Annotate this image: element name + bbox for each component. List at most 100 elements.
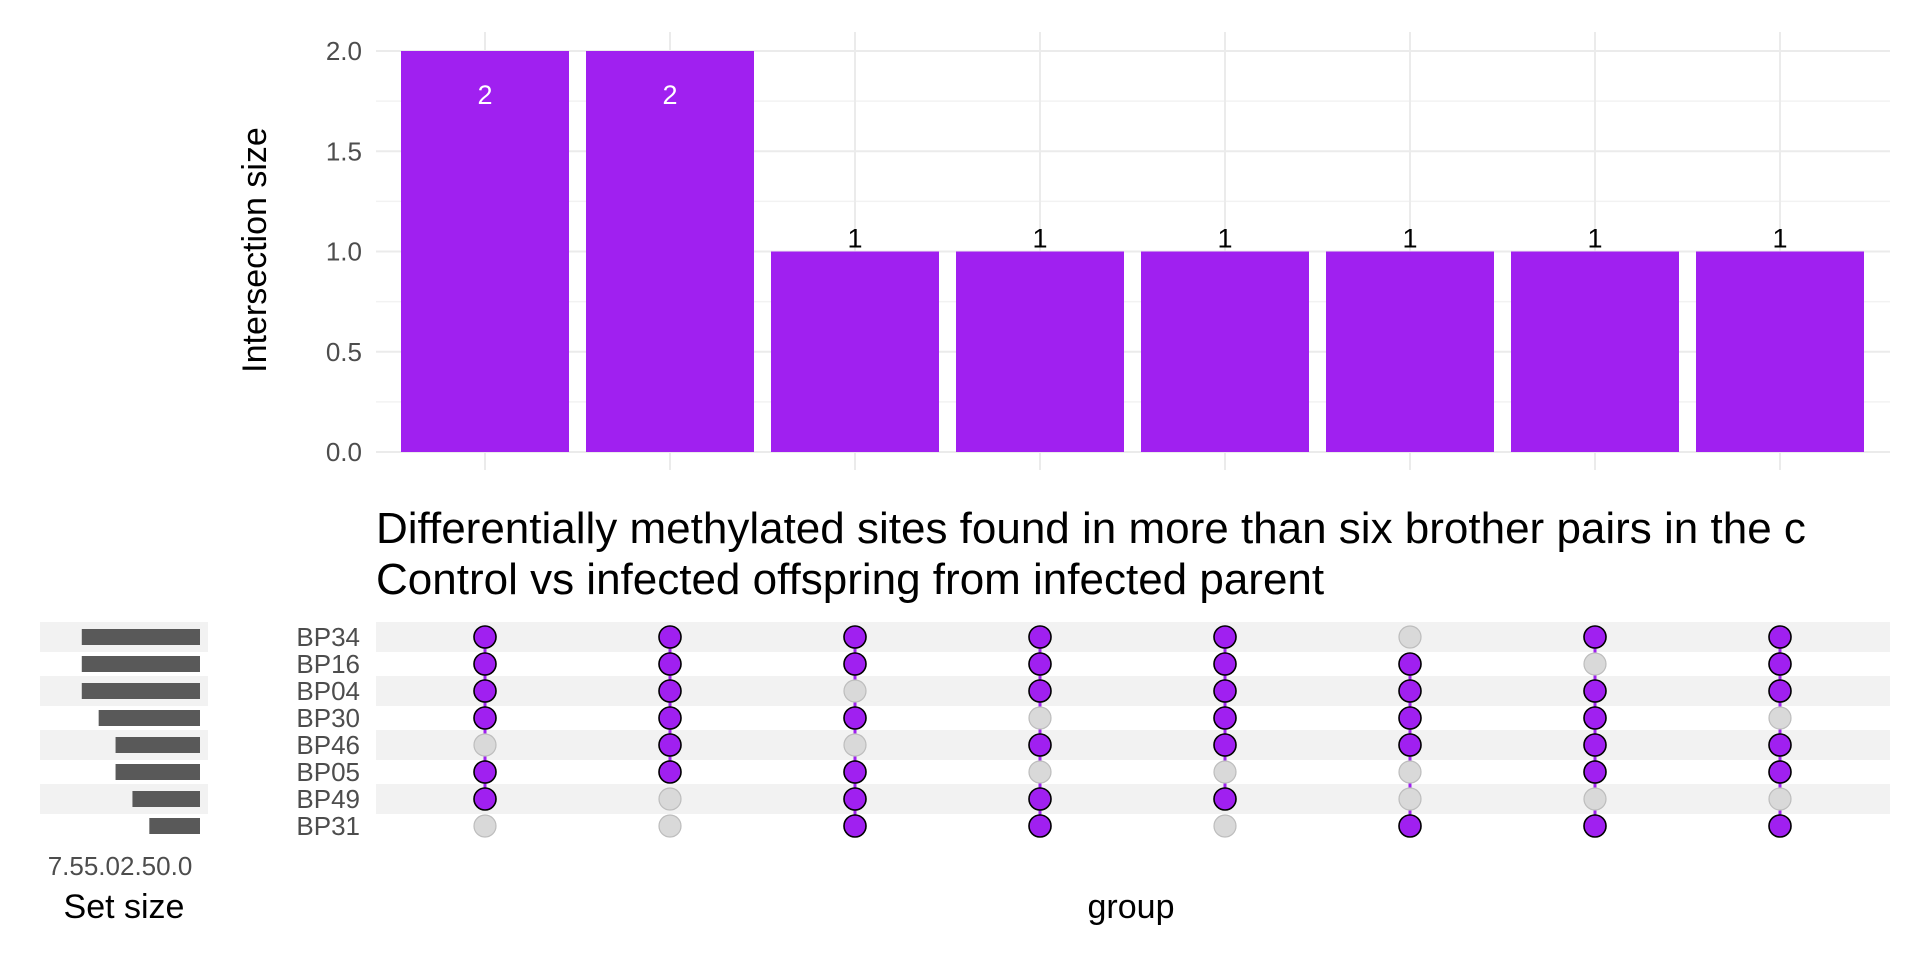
y-tick-label: 1.5 [326,136,362,166]
membership-dot-active [1768,733,1792,757]
matrix-stripes [376,622,1890,814]
intersection-bar [1141,251,1309,452]
membership-dot-active [473,652,497,676]
set-label: BP31 [296,811,360,841]
membership-dot-inactive [1768,787,1792,811]
bar-value-label: 1 [1402,224,1417,254]
membership-dot-active [1768,625,1792,649]
membership-dot-active [473,679,497,703]
membership-dot-active [1398,679,1422,703]
set-size-bar [81,656,200,672]
membership-dot-active [1398,814,1422,838]
membership-dot-inactive [1398,625,1422,649]
membership-dot-active [658,733,682,757]
membership-dot-active [473,625,497,649]
membership-dot-inactive [658,814,682,838]
set-label: BP04 [296,676,360,706]
x-axis-title: group [1088,888,1175,926]
chart-title: Differentially methylated sites found in… [376,504,1806,553]
membership-dot-active [843,787,867,811]
membership-dot-active [1768,814,1792,838]
membership-dot-inactive [1768,706,1792,730]
membership-dot-active [473,760,497,784]
membership-dot-inactive [1213,760,1237,784]
membership-dot-inactive [1398,787,1422,811]
membership-dot-active [658,760,682,784]
matrix-row-stripe [376,730,1890,760]
membership-dot-active [843,706,867,730]
membership-dot-active [1768,679,1792,703]
intersection-bars [401,51,1864,452]
membership-dot-active [1398,706,1422,730]
membership-dot-inactive [843,679,867,703]
set-size-bar [149,818,200,834]
set-size-bar [81,629,200,645]
y-axis-title: Intersection size [236,127,274,373]
membership-dot-active [843,760,867,784]
bar-value-label: 2 [662,80,677,110]
membership-dot-active [1213,787,1237,811]
membership-dot-active [1028,625,1052,649]
membership-dot-active [1213,733,1237,757]
membership-dot-active [1583,733,1607,757]
membership-dot-active [473,787,497,811]
membership-dot-active [658,706,682,730]
membership-dot-inactive [473,814,497,838]
membership-dot-active [1028,787,1052,811]
membership-dot-active [1213,679,1237,703]
membership-dot-active [1583,679,1607,703]
y-tick-label: 2.0 [326,36,362,66]
y-axis-ticks: 0.0 0.5 1.0 1.5 2.0 [326,36,362,467]
membership-dot-active [658,625,682,649]
membership-dot-active [658,652,682,676]
membership-dot-inactive [1583,652,1607,676]
intersection-bar [1511,251,1679,452]
intersection-bar [1696,251,1864,452]
y-tick-label: 1.0 [326,237,362,267]
membership-dot-active [473,706,497,730]
membership-dot-inactive [1583,787,1607,811]
set-label: BP05 [296,757,360,787]
membership-dot-active [1768,760,1792,784]
membership-dot-active [1213,652,1237,676]
intersection-bar [1326,251,1494,452]
set-label: BP16 [296,649,360,679]
matrix-row-stripe [376,622,1890,652]
membership-dot-active [843,814,867,838]
set-label: BP49 [296,784,360,814]
set-size-bar [115,737,200,753]
membership-dot-active [843,652,867,676]
matrix-row-stripe [376,676,1890,706]
bar-value-label: 1 [1772,224,1787,254]
membership-dot-active [658,679,682,703]
membership-dot-active [1398,652,1422,676]
membership-dot-active [843,625,867,649]
membership-dot-active [1583,760,1607,784]
set-size-title: Set size [64,888,185,926]
set-label: BP34 [296,622,360,652]
membership-dot-active [1583,706,1607,730]
membership-dot-inactive [658,787,682,811]
set-size-bar [81,683,200,699]
intersection-bar [401,51,569,452]
membership-dot-inactive [1028,706,1052,730]
y-tick-label: 0.0 [326,437,362,467]
set-size-axis-ticks: 7.55.02.50.0 [48,851,193,881]
membership-matrix [473,625,1792,838]
membership-dot-inactive [473,733,497,757]
membership-dot-inactive [1213,814,1237,838]
y-tick-label: 0.5 [326,337,362,367]
intersection-bar-labels: 2 2 1 1 1 1 1 1 [477,80,1787,254]
membership-dot-active [1028,733,1052,757]
membership-dot-inactive [1398,760,1422,784]
membership-dot-active [1213,706,1237,730]
bar-value-label: 1 [1587,224,1602,254]
membership-dot-active [1398,733,1422,757]
membership-dot-inactive [1028,760,1052,784]
membership-dot-active [1028,652,1052,676]
intersection-bar [771,251,939,452]
membership-dot-active [1213,625,1237,649]
membership-dot-active [1028,679,1052,703]
bar-value-label: 1 [847,224,862,254]
